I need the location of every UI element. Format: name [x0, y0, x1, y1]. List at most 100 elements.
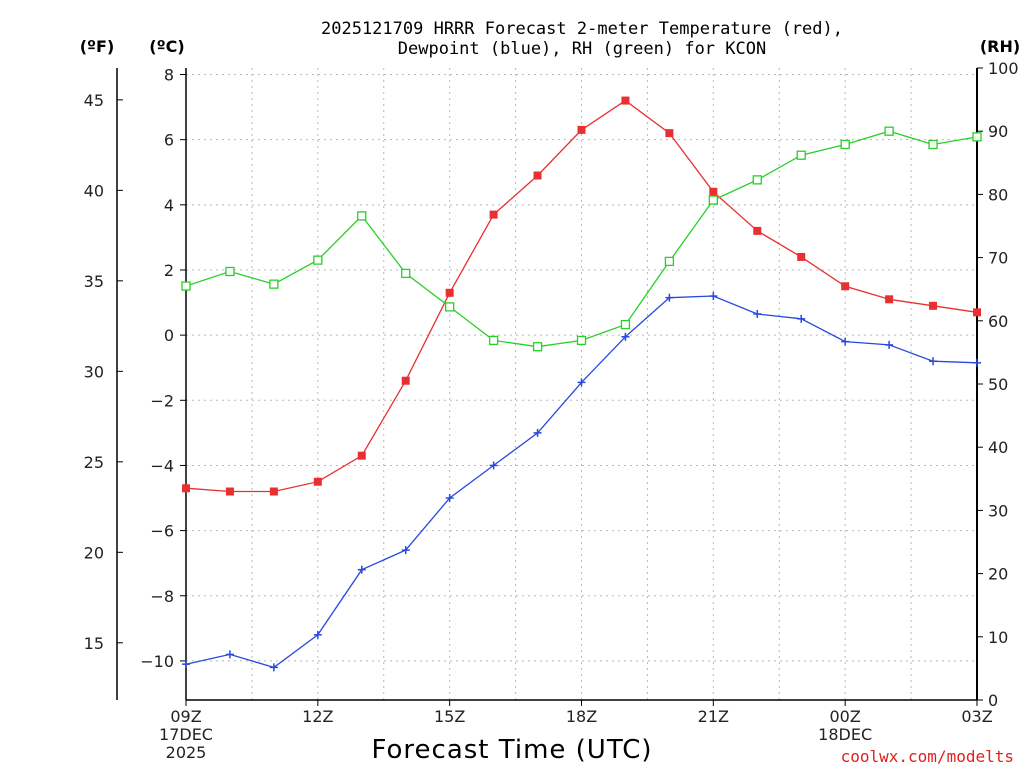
time-tick-label: 21Z [698, 707, 729, 726]
rh-point [708, 195, 718, 205]
temperature-point [577, 125, 586, 134]
dewpoint-point [357, 565, 366, 574]
time-tick-label: 15Z [434, 707, 465, 726]
temperature-point [533, 171, 542, 180]
fahrenheit-unit-label: (ºF) [80, 37, 115, 56]
dewpoint-point [973, 358, 981, 367]
temperature-point [929, 301, 938, 310]
temperature-point [269, 487, 278, 496]
celsius-tick-label: −8 [150, 587, 174, 606]
dewpoint-point [269, 663, 278, 672]
rh-tick-label: 50 [988, 375, 1008, 394]
data-series [181, 96, 982, 672]
dewpoint-point [709, 292, 718, 301]
chart-title-line-2: Dewpoint (blue), RH (green) for KCON [398, 39, 766, 59]
dewpoint-point [182, 660, 190, 669]
temperature-point [797, 252, 806, 261]
credit-text: coolwx.com/modelts [841, 747, 1014, 766]
rh-tick-label: 80 [988, 185, 1008, 204]
x-axis-label: Forecast Time (UTC) [371, 735, 652, 765]
time-tick-label: 17DEC [159, 725, 213, 744]
temperature-point [401, 376, 410, 385]
series-0 [182, 96, 981, 496]
temperature-point [665, 129, 674, 138]
rh-point [884, 126, 894, 136]
rh-point [796, 150, 806, 160]
celsius-tick-label: −2 [150, 391, 174, 410]
dewpoint-point [577, 378, 586, 387]
temperature-point [357, 451, 366, 460]
celsius-tick-label: 4 [164, 196, 174, 215]
rh-point [225, 266, 235, 277]
celsius-tick-label: 0 [164, 326, 174, 345]
dewpoint-point [665, 293, 674, 302]
rh-tick-label: 100 [988, 59, 1019, 78]
celsius-tick-label: −6 [150, 522, 174, 541]
rh-point [620, 319, 631, 330]
time-tick-label: 18DEC [818, 725, 872, 744]
dewpoint-point [445, 494, 454, 503]
temperature-point [225, 487, 234, 496]
dewpoint-point [885, 340, 894, 349]
temperature-point [841, 282, 850, 291]
dewpoint-point [841, 337, 850, 346]
series-2 [181, 126, 982, 352]
temperature-point [973, 308, 981, 317]
dewpoint-point [797, 314, 806, 323]
rh-point [532, 342, 543, 352]
time-tick-label: 00Z [830, 707, 861, 726]
axes: −10−8−6−4−202468152025303540450102030405… [84, 59, 1019, 762]
rh-point [972, 132, 982, 142]
rh-point [488, 335, 499, 346]
fahrenheit-tick-label: 35 [84, 272, 104, 291]
chart-title-line-1: 2025121709 HRRR Forecast 2-meter Tempera… [321, 19, 843, 39]
time-tick-label: 2025 [166, 743, 207, 762]
rh-point [269, 279, 279, 289]
rh-tick-label: 0 [988, 691, 998, 710]
time-tick-label: 18Z [566, 707, 597, 726]
fahrenheit-tick-label: 20 [84, 543, 104, 562]
dewpoint-point [225, 650, 234, 659]
temperature-point [621, 96, 630, 105]
rh-point [664, 256, 675, 267]
rh-point [181, 281, 191, 291]
rh-tick-label: 20 [988, 565, 1008, 584]
rh-tick-label: 10 [988, 628, 1008, 647]
temperature-point [753, 226, 762, 235]
rh-tick-label: 90 [988, 122, 1008, 141]
temperature-point [489, 210, 498, 219]
fahrenheit-tick-label: 15 [84, 634, 104, 653]
dewpoint-point [753, 309, 762, 318]
dewpoint-point [929, 357, 938, 366]
fahrenheit-tick-label: 25 [84, 453, 104, 472]
chart-title: 2025121709 HRRR Forecast 2-meter Tempera… [321, 19, 843, 59]
celsius-tick-label: −4 [150, 456, 174, 475]
rh-tick-label: 60 [988, 312, 1008, 331]
rh-point [576, 335, 587, 346]
temperature-point [182, 484, 190, 493]
rh-point [445, 302, 455, 312]
rh-unit-label: (RH) [980, 37, 1020, 56]
series-1 [182, 292, 981, 672]
celsius-tick-label: −10 [140, 652, 174, 671]
rh-point [401, 268, 411, 279]
time-tick-label: 12Z [302, 707, 333, 726]
dewpoint-point [621, 332, 630, 341]
fahrenheit-tick-label: 30 [84, 362, 104, 381]
dewpoint-point [313, 630, 322, 639]
temperature-point [709, 187, 718, 196]
temperature-point [885, 295, 894, 304]
rh-point [752, 175, 762, 185]
rh-point [313, 255, 323, 265]
rh-tick-label: 40 [988, 438, 1008, 457]
rh-tick-label: 30 [988, 501, 1008, 520]
temperature-point [313, 477, 322, 486]
fahrenheit-tick-label: 40 [84, 181, 104, 200]
celsius-unit-label: (ºC) [149, 37, 184, 56]
dewpoint-point [533, 428, 542, 437]
fahrenheit-tick-label: 45 [84, 91, 104, 110]
celsius-tick-label: 8 [164, 66, 174, 85]
rh-point [840, 139, 850, 150]
rh-point [357, 211, 367, 221]
